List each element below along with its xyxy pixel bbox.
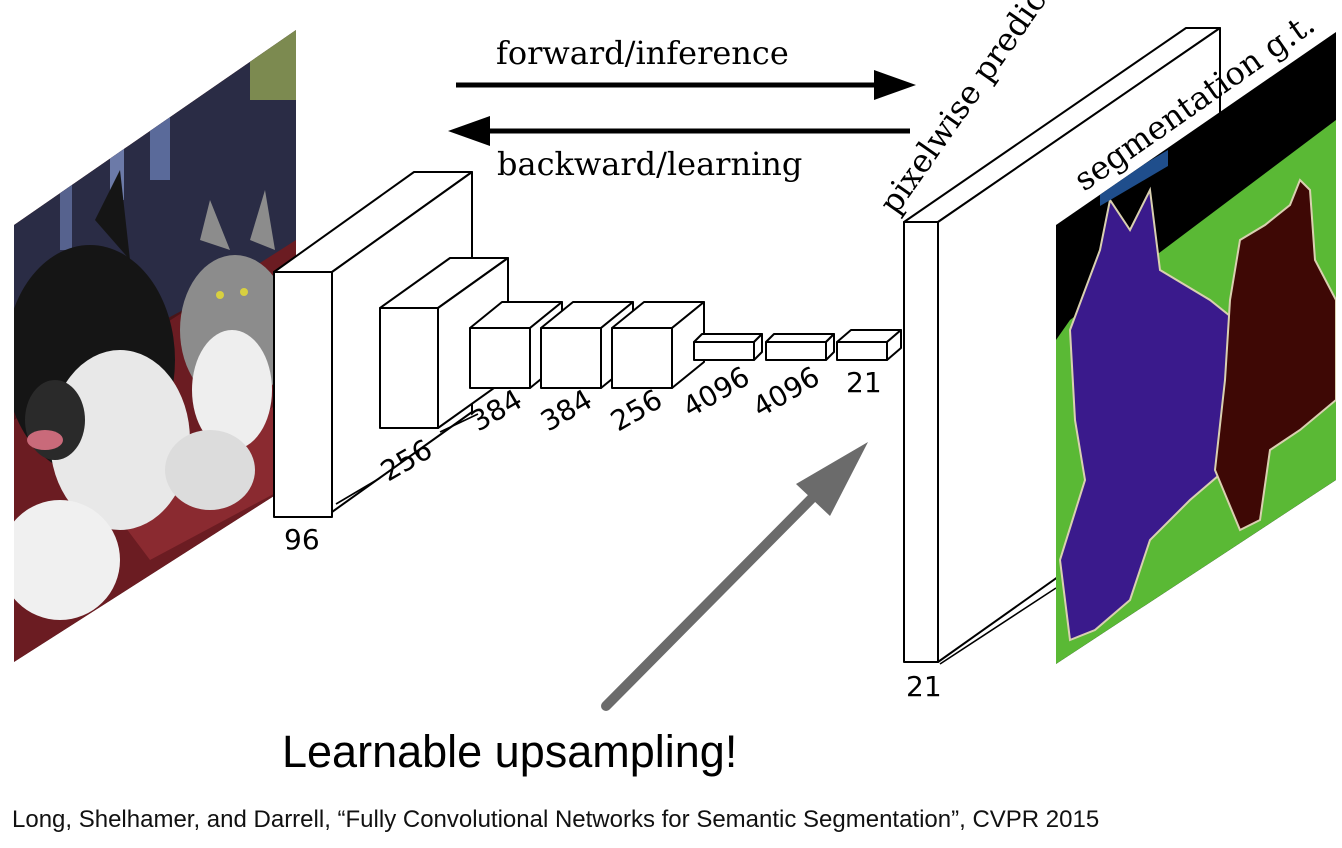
layer-label-fc7: 4096 [747, 360, 825, 424]
headline: Learnable upsampling! [282, 726, 738, 777]
layer-fc7-volume [765, 333, 835, 361]
layer-conv5-volume [611, 301, 705, 389]
prediction-to-gt-line [939, 587, 1057, 665]
layer-label-score: 21 [846, 366, 882, 399]
layer-fc6-volume [693, 333, 763, 361]
layer-label-conv5: 256 [605, 383, 668, 438]
forward-arrow [456, 70, 916, 100]
layer-label-conv4: 384 [535, 383, 598, 438]
upsampling-arrow [601, 442, 868, 711]
layer-label-conv1: 96 [284, 523, 320, 556]
forward-label: forward/inference [496, 34, 789, 72]
input-photo [14, 30, 296, 662]
backward-label: backward/learning [497, 145, 802, 183]
citation-caption: Long, Shelhamer, and Darrell, “Fully Con… [12, 806, 1100, 833]
output-channels-label: 21 [906, 670, 942, 703]
conv2-depth-line [439, 413, 479, 433]
conv1-depth-line [335, 477, 381, 505]
backward-arrow [448, 116, 910, 146]
layer-score-volume [836, 329, 902, 361]
